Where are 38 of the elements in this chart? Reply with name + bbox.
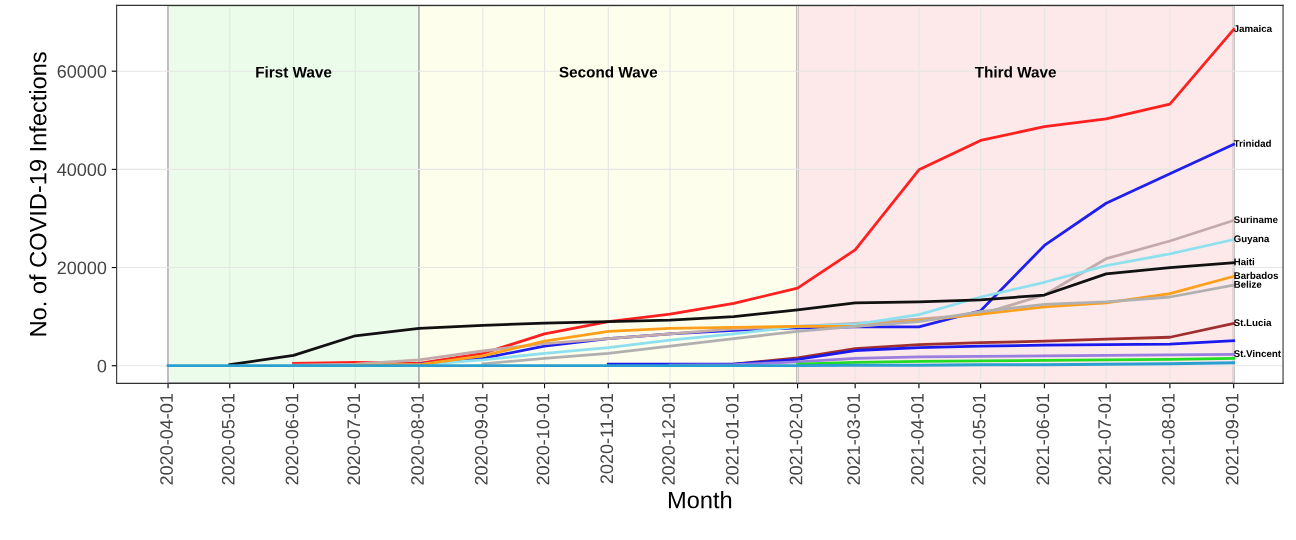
- x-tick-label: 2020-04-01: [160, 393, 173, 485]
- line-series: [481, 283, 1236, 366]
- series-label: Belize: [1234, 280, 1262, 288]
- series-label: Haiti: [1234, 258, 1255, 266]
- y-tick-label: 20000: [57, 261, 107, 275]
- series-label: Barbados: [1234, 271, 1279, 279]
- x-tick-label: 2020-12-01: [662, 393, 675, 485]
- x-tick-label: 2020-08-01: [411, 393, 424, 485]
- x-tick-label: 2021-05-01: [972, 393, 986, 485]
- line-series: [228, 261, 1236, 367]
- series-label: St.Vincent: [1233, 349, 1281, 358]
- x-tick-label: 2020-09-01: [474, 393, 488, 485]
- x-tick-label: 2021-08-01: [1161, 393, 1175, 485]
- y-tick-label: 0: [97, 359, 107, 373]
- x-axis-title: Month: [668, 491, 732, 509]
- band-label: Third Wave: [974, 66, 1056, 78]
- x-tick-label: 2021-04-01: [910, 393, 924, 485]
- series-label: Trinidad: [1233, 139, 1271, 147]
- series-label: Jamaica: [1233, 24, 1273, 33]
- y-axis-title: No. of COVID-19 Infections: [29, 52, 47, 336]
- band-label: Second Wave: [559, 66, 658, 78]
- x-tick-label: 2021-02-01: [789, 393, 803, 485]
- x-tick-label: 2020-07-01: [347, 393, 361, 485]
- x-tick-label: 2020-11-01: [600, 393, 614, 484]
- x-tick-label: 2020-05-01: [221, 393, 235, 485]
- y-tick-label: 40000: [57, 163, 107, 177]
- x-tick-label: 2021-03-01: [847, 393, 860, 485]
- series-label: Guyana: [1234, 235, 1270, 245]
- x-tick-label: 2021-06-01: [1036, 393, 1050, 485]
- x-tick-label: 2021-07-01: [1098, 393, 1111, 485]
- x-tick-label: 2021-01-01: [725, 393, 739, 485]
- series-label: Suriname: [1233, 215, 1278, 224]
- x-tick-label: 2020-06-01: [285, 393, 299, 485]
- x-tick-label: 2021-09-01: [1225, 393, 1239, 485]
- y-tick-label: 60000: [57, 65, 107, 78]
- series-label: St.Lucia: [1233, 318, 1272, 327]
- x-tick-label: 2020-10-01: [536, 393, 550, 485]
- band-label: First Wave: [256, 66, 332, 78]
